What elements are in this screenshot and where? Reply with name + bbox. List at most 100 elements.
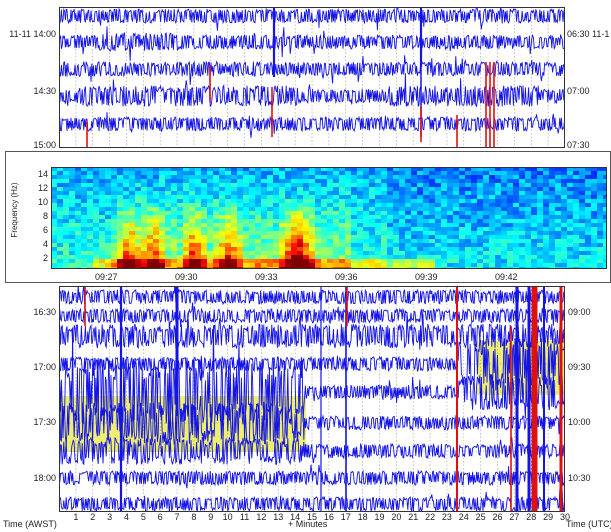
spectrogram-cell: [363, 243, 370, 248]
spectrogram-cell: [561, 227, 568, 232]
spectrogram-cell: [171, 243, 178, 248]
spectrogram-cell: [357, 175, 364, 180]
spectrogram-cell: [213, 247, 220, 252]
spectrogram-cell: [57, 203, 64, 208]
spectrogram-cell: [555, 183, 562, 188]
spectrogram-cell: [387, 203, 394, 208]
spectrogram-cell: [555, 247, 562, 252]
spectrogram-cell: [537, 239, 544, 244]
spectrogram-cell: [387, 259, 394, 264]
spectrogram-cell: [507, 247, 514, 252]
spectrogram-cell: [237, 171, 244, 176]
spectrogram-cell: [219, 227, 226, 232]
spectrogram-cell: [159, 171, 166, 176]
spectrogram-cell: [573, 207, 580, 212]
spectrogram-cell: [531, 207, 538, 212]
spectrogram-cell: [201, 235, 208, 240]
spectrogram-cell: [309, 215, 316, 220]
spectrogram-cell: [339, 215, 346, 220]
spectrogram-cell: [51, 203, 58, 208]
spectrogram-cell: [237, 203, 244, 208]
spectrogram-cell: [249, 255, 256, 260]
spectrogram-cell: [171, 219, 178, 224]
spectrogram-cell: [537, 167, 544, 172]
spectrogram-cell: [555, 203, 562, 208]
spectrogram-cell: [147, 235, 154, 240]
spectrogram-cell: [159, 263, 166, 268]
spectrogram-cell: [501, 247, 508, 252]
spectrogram-cell: [231, 211, 238, 216]
spectrogram-cell: [555, 239, 562, 244]
spectrogram-cell: [57, 215, 64, 220]
spectrogram-cell: [555, 207, 562, 212]
spectrogram-cell: [189, 175, 196, 180]
spectrogram-cell: [237, 255, 244, 260]
spectrogram-cell: [381, 211, 388, 216]
spectrogram-cell: [129, 215, 136, 220]
spectrogram-cell: [495, 247, 502, 252]
spectrogram-cell: [153, 215, 160, 220]
spectrogram-cell: [411, 223, 418, 228]
spectrogram-cell: [507, 259, 514, 264]
spectrogram-cell: [81, 183, 88, 188]
spectrogram-cell: [279, 215, 286, 220]
spectrogram-cell: [201, 219, 208, 224]
spectrogram-cell: [243, 187, 250, 192]
spectrogram-cell: [603, 187, 607, 192]
spectrogram-cell: [567, 195, 574, 200]
spectrogram-cell: [549, 203, 556, 208]
spectrogram-cell: [399, 231, 406, 236]
spectrogram-cell: [51, 179, 58, 184]
spectrogram-cell: [219, 247, 226, 252]
spectrogram-cell: [333, 187, 340, 192]
spectrogram-cell: [237, 263, 244, 268]
spectrogram-cell: [231, 255, 238, 260]
spectrogram-cell: [597, 191, 604, 196]
spectrogram-cell: [111, 231, 118, 236]
spectrogram-cell: [51, 239, 58, 244]
spectrogram-cell: [591, 219, 598, 224]
spectrogram-cell: [111, 219, 118, 224]
spectrogram-cell: [447, 255, 454, 260]
spectrogram-cell: [459, 175, 466, 180]
spectrogram-cell: [207, 195, 214, 200]
spectrogram-cell: [153, 219, 160, 224]
spectrogram-cell: [123, 183, 130, 188]
spectrogram-cell: [51, 227, 58, 232]
spectrogram-cell: [321, 255, 328, 260]
spectrogram-cell: [513, 183, 520, 188]
spectrogram-cell: [465, 243, 472, 248]
spectrogram-cell: [207, 231, 214, 236]
spectrogram-cell: [129, 179, 136, 184]
spectrogram-cell: [225, 191, 232, 196]
spectrogram-cell: [339, 207, 346, 212]
spectrogram-cell: [399, 203, 406, 208]
spectrogram-cell: [315, 215, 322, 220]
spectrogram-cell: [489, 231, 496, 236]
spectrogram-cell: [501, 219, 508, 224]
spectrogram-cell: [375, 247, 382, 252]
spectrogram-cell: [99, 235, 106, 240]
spectrogram-cell: [555, 255, 562, 260]
spectrogram-cell: [213, 235, 220, 240]
spectrogram-cell: [303, 251, 310, 256]
spectrogram-cell: [243, 171, 250, 176]
spectrogram-cell: [69, 235, 76, 240]
spectrogram-cell: [333, 175, 340, 180]
spectrogram-cell: [207, 251, 214, 256]
spectrogram-cell: [111, 223, 118, 228]
spectrogram-cell: [183, 183, 190, 188]
spectrogram-cell: [165, 215, 172, 220]
spectrogram-cell: [501, 227, 508, 232]
spectrogram-cell: [555, 175, 562, 180]
spectrogram-cell: [99, 203, 106, 208]
spectrogram-cell: [495, 191, 502, 196]
spectrogram-cell: [129, 235, 136, 240]
spectrogram-y-tick: 2: [42, 253, 48, 264]
spectrogram-cell: [339, 251, 346, 256]
spectrogram-cell: [429, 235, 436, 240]
spectrogram-cell: [429, 251, 436, 256]
spectrogram-cell: [459, 251, 466, 256]
spectrogram-cell: [171, 231, 178, 236]
spectrogram-cell: [399, 179, 406, 184]
